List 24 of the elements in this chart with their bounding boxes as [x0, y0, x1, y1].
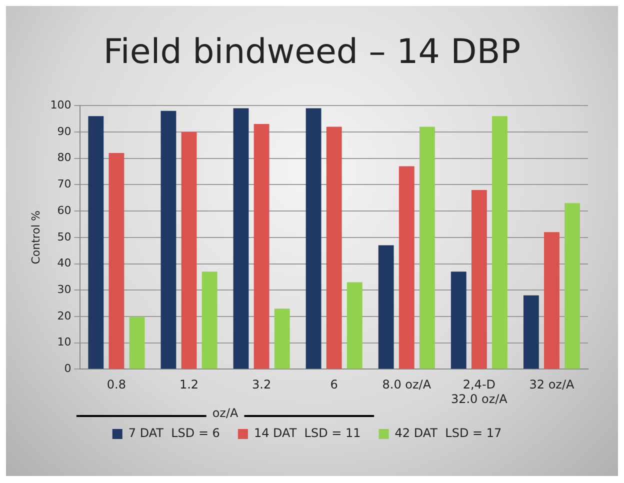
y-tick-label: 10: [57, 336, 72, 349]
legend-label: 7 DAT LSD = 6: [128, 426, 220, 440]
x-tick-label: 32 oz/A: [529, 378, 576, 392]
chart-title: Field bindweed – 14 DBP: [102, 32, 522, 72]
y-tick-label: 40: [57, 256, 72, 270]
y-tick-label: 30: [57, 282, 72, 296]
y-tick-label: 20: [57, 309, 72, 322]
x-tick-label: 0.8: [106, 378, 126, 392]
y-tick-label: 100: [50, 98, 72, 112]
y-tick-label: 60: [57, 204, 72, 217]
y-tick-label: 90: [57, 124, 72, 138]
y-axis-title: Control %: [29, 210, 42, 264]
y-tick-label: 70: [57, 178, 72, 191]
legend-label: 42 DAT LSD = 17: [394, 426, 502, 440]
y-tick-label: 80: [57, 151, 72, 164]
y-tick-label: 0: [64, 362, 72, 376]
y-tick-label: 50: [57, 230, 72, 244]
x-tick-label: 3.2: [252, 378, 272, 392]
x-tick-label: 1.2: [179, 378, 199, 392]
text: oz/A: [212, 406, 240, 420]
legend-label: 14 DAT LSD = 11: [254, 426, 361, 440]
x-tick-label: 2,4-D 32.0 oz/A: [450, 378, 508, 406]
x-tick-label: 8.0 oz/A: [382, 378, 432, 392]
x-tick-label: 6: [330, 378, 338, 392]
